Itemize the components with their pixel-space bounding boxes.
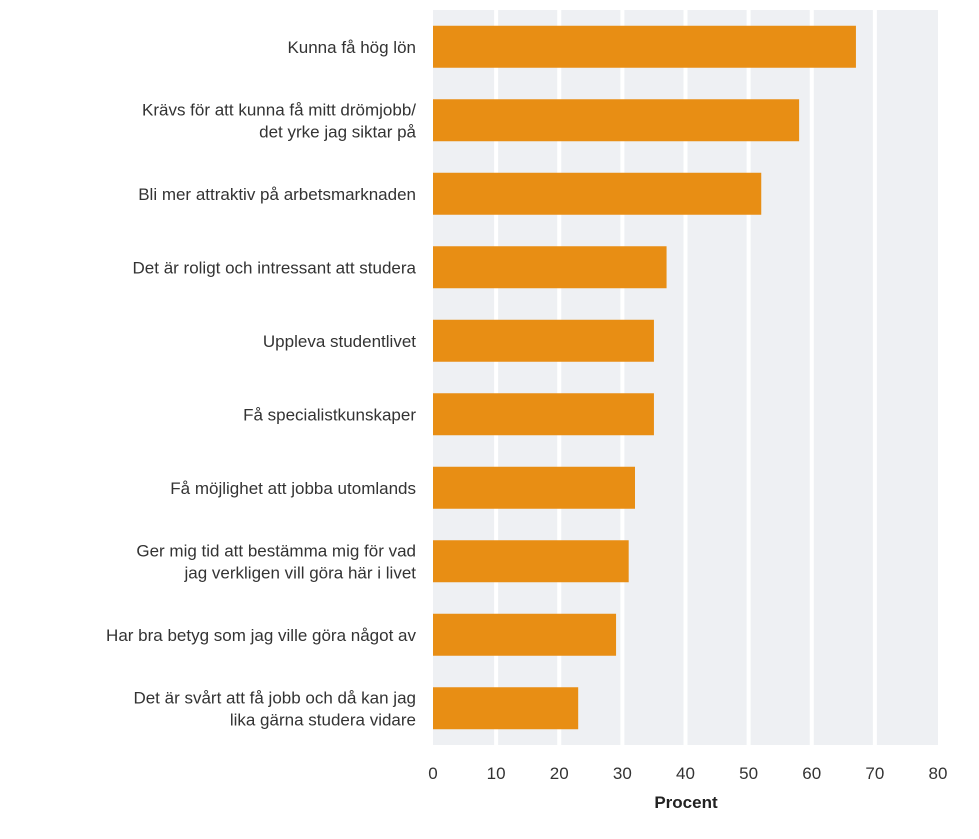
category-label: Det är svårt att få jobb och då kan jag l… — [133, 688, 416, 729]
bar — [433, 687, 579, 730]
category-label: Uppleva studentlivet — [263, 332, 416, 351]
bar — [433, 25, 856, 68]
x-tick-label: 0 — [428, 764, 437, 783]
x-tick-label: 10 — [487, 764, 506, 783]
category-label: Krävs för att kunna få mitt drömjobb/det… — [142, 100, 417, 141]
bar — [433, 393, 654, 436]
category-labels: Kunna få hög lön Krävs för att kunna få m… — [106, 38, 416, 730]
bar — [433, 172, 762, 215]
bar — [433, 246, 667, 289]
x-tick-labels: 0 10 20 30 40 50 60 70 80 — [428, 764, 947, 783]
bar — [433, 540, 629, 583]
bar — [433, 466, 635, 509]
bar — [433, 613, 617, 656]
category-label: Bli mer attraktiv på arbetsmarknaden — [138, 185, 416, 204]
bar — [433, 319, 654, 362]
category-label: Få specialistkunskaper — [243, 405, 416, 424]
bars — [433, 25, 856, 730]
x-tick-label: 40 — [676, 764, 695, 783]
category-label: Det är roligt och intressant att studera — [133, 258, 417, 277]
x-tick-label: 70 — [865, 764, 884, 783]
x-tick-label: 50 — [739, 764, 758, 783]
x-tick-label: 20 — [550, 764, 569, 783]
bar — [433, 99, 800, 142]
x-tick-label: 60 — [802, 764, 821, 783]
category-label: Har bra betyg som jag ville göra något a… — [106, 626, 416, 645]
x-axis-title: Procent — [654, 793, 718, 812]
category-label: Kunna få hög lön — [287, 38, 416, 57]
category-label: Ger mig tid att bestämma mig för vad jag … — [136, 541, 416, 582]
x-tick-label: 30 — [613, 764, 632, 783]
category-label: Få möjlighet att jobba utomlands — [170, 479, 416, 498]
x-tick-label: 80 — [929, 764, 948, 783]
